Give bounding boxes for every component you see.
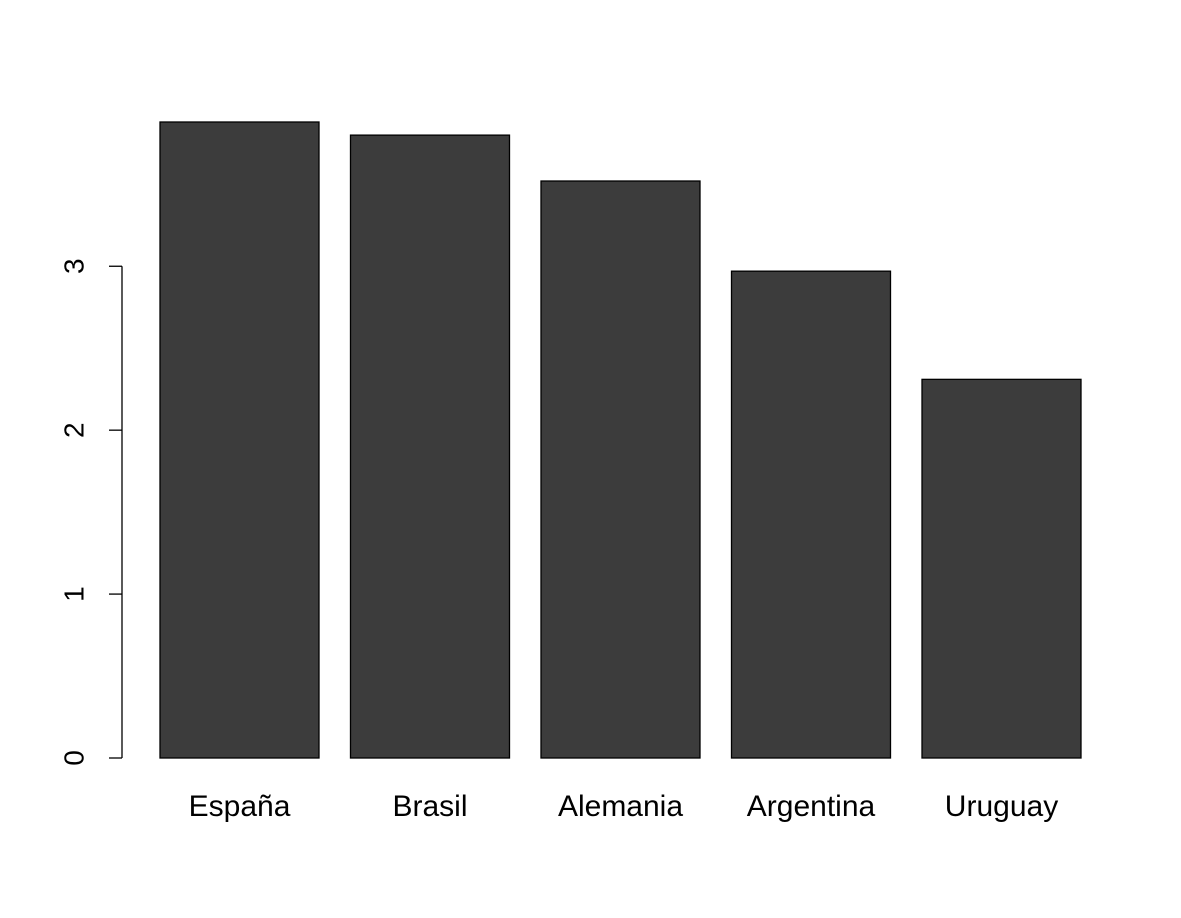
bar [540, 180, 701, 759]
bar [921, 378, 1082, 759]
bar [730, 270, 892, 759]
y-tick-label: 2 [58, 422, 89, 438]
x-tick-label: Uruguay [945, 790, 1058, 823]
bar [159, 121, 320, 759]
x-tick-label: España [189, 790, 291, 823]
x-tick-label: Brasil [392, 790, 467, 823]
y-tick-label: 1 [58, 586, 89, 602]
y-tick-label: 0 [58, 750, 89, 766]
x-tick-label: Argentina [747, 790, 876, 823]
x-tick-label: Alemania [558, 790, 683, 823]
y-tick-label: 3 [58, 258, 89, 274]
bar [349, 134, 511, 759]
